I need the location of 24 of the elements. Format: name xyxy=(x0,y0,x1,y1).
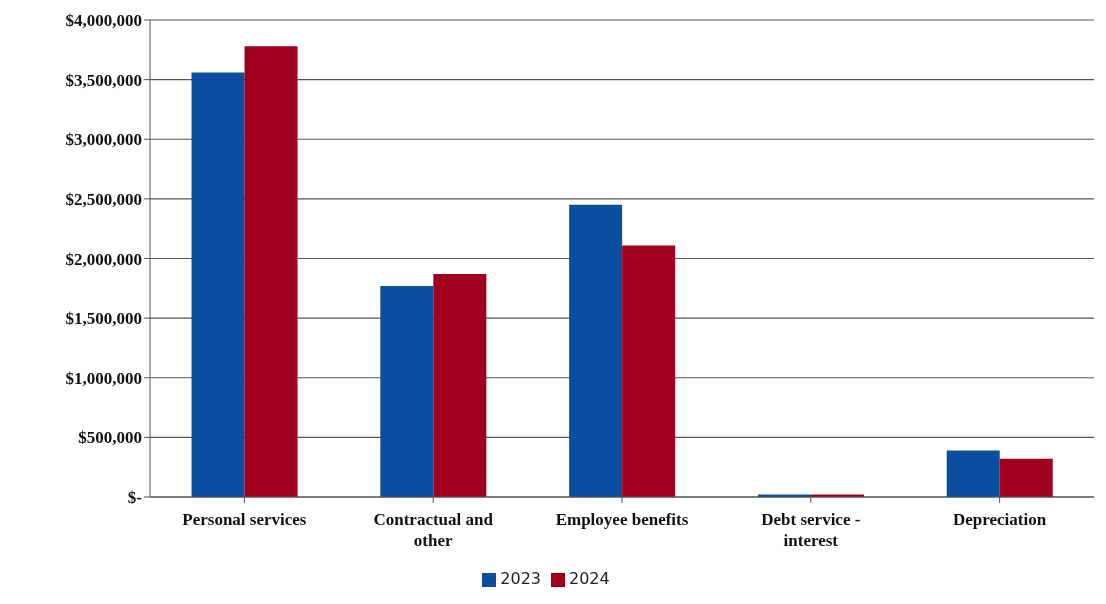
x-tick-label: Contractual and other xyxy=(373,510,494,550)
y-tick-label: $- xyxy=(127,488,143,508)
y-tick-label: $4,000,000 xyxy=(65,11,142,31)
y-tick-label: $500,000 xyxy=(78,428,142,448)
bar xyxy=(380,285,434,497)
bar xyxy=(999,458,1053,497)
y-tick-label: $1,500,000 xyxy=(65,309,142,329)
legend-label: 2024 xyxy=(569,569,610,588)
x-tick-label: Personal services xyxy=(182,510,307,529)
legend-label: 2023 xyxy=(500,569,541,588)
y-tick-label: $1,000,000 xyxy=(65,368,142,388)
bar xyxy=(622,245,676,497)
x-tick-label: Employee benefits xyxy=(555,510,689,529)
y-tick-label: $3,500,000 xyxy=(65,70,142,90)
y-tick-label: $2,500,000 xyxy=(65,189,142,209)
bar xyxy=(569,204,623,497)
bar xyxy=(191,72,245,497)
bar xyxy=(946,450,1000,497)
y-tick-label: $2,000,000 xyxy=(65,249,142,269)
bar xyxy=(433,274,487,497)
y-tick-label: $3,000,000 xyxy=(65,130,142,150)
x-tick-label: Depreciation xyxy=(953,510,1047,529)
bar xyxy=(244,46,298,497)
x-tick-label: Debt service - interest xyxy=(761,510,861,550)
